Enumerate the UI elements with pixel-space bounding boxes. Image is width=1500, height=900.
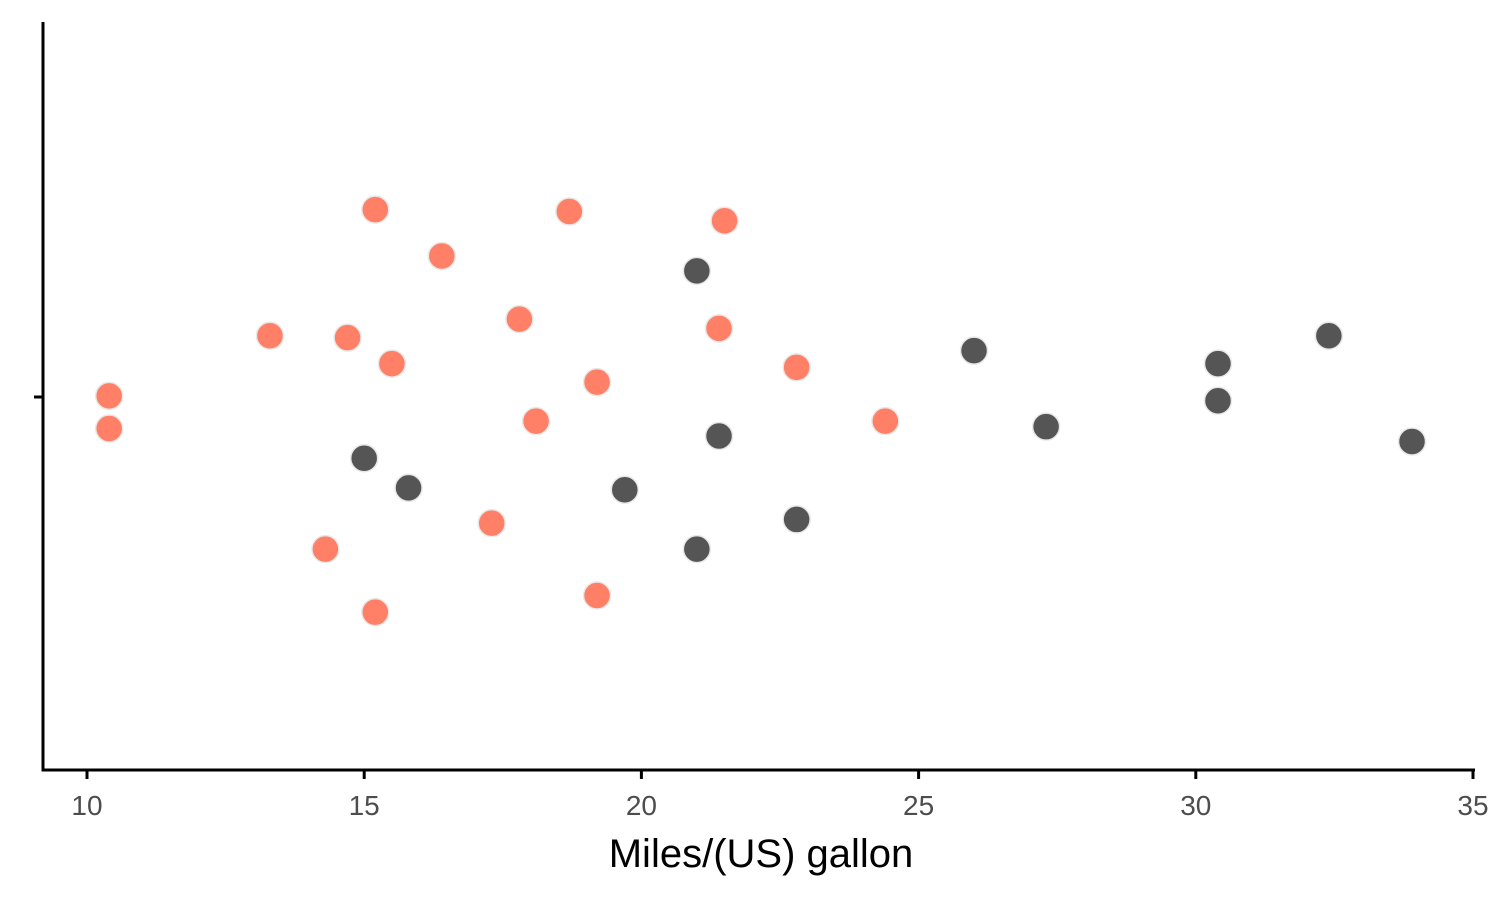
data-point xyxy=(1031,412,1061,441)
series-1 xyxy=(94,195,900,627)
data-point xyxy=(682,256,712,286)
x-ticks: 10 15 20 25 30 35 xyxy=(71,770,1489,821)
data-point xyxy=(704,421,734,451)
data-point xyxy=(582,367,612,397)
series-2 xyxy=(349,256,1427,564)
data-point xyxy=(582,581,612,610)
data-point xyxy=(521,406,551,436)
data-point xyxy=(682,534,712,564)
axes: 10 15 20 25 30 35 xyxy=(34,22,1489,821)
x-axis-title: Miles/(US) gallon xyxy=(609,832,914,876)
data-point xyxy=(427,241,457,271)
data-point xyxy=(349,443,379,473)
data-point xyxy=(704,314,734,343)
data-point xyxy=(477,508,506,538)
x-tick-label: 25 xyxy=(903,790,934,821)
points-layer xyxy=(94,195,1427,627)
data-point xyxy=(871,406,900,436)
data-point xyxy=(1203,386,1233,415)
data-point xyxy=(1397,427,1427,456)
data-point xyxy=(710,206,739,236)
data-point xyxy=(505,304,534,334)
data-point xyxy=(94,414,124,443)
data-point xyxy=(1203,349,1233,378)
data-point xyxy=(361,195,390,224)
data-point xyxy=(555,197,584,226)
data-point xyxy=(394,473,423,503)
data-point xyxy=(377,349,407,378)
data-point xyxy=(782,353,811,382)
data-point xyxy=(1314,321,1344,351)
x-tick-label: 10 xyxy=(71,790,102,821)
data-point xyxy=(333,323,362,352)
data-point xyxy=(361,597,390,627)
data-point xyxy=(255,321,285,351)
x-tick-label: 35 xyxy=(1457,790,1488,821)
data-point xyxy=(311,534,340,564)
x-tick-label: 20 xyxy=(626,790,657,821)
data-point xyxy=(959,336,989,365)
data-point xyxy=(782,505,811,534)
data-point xyxy=(610,475,640,504)
x-tick-label: 30 xyxy=(1180,790,1211,821)
x-tick-label: 15 xyxy=(349,790,380,821)
data-point xyxy=(94,381,124,411)
